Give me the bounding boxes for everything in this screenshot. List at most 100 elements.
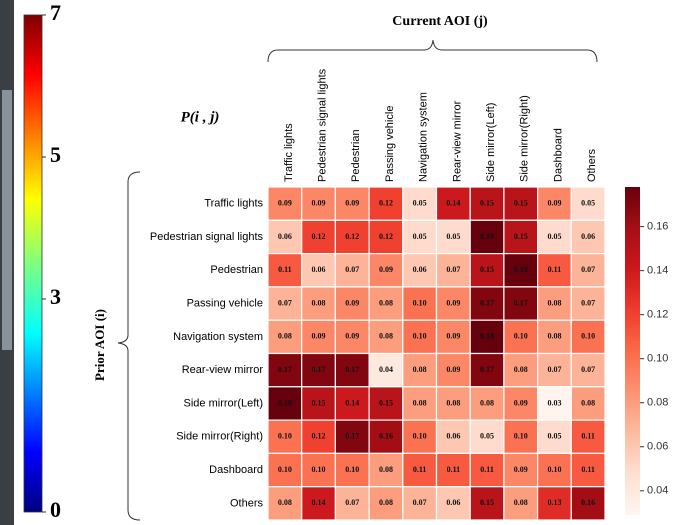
- heatmap-cell: [570, 286, 606, 321]
- heatmap-cell: [536, 452, 572, 488]
- heatmap-cell: [536, 352, 572, 388]
- cell-label: 0.12: [312, 232, 326, 241]
- cell-label: 0.08: [278, 332, 292, 341]
- y-axis-label: Prior AOI (i): [92, 309, 107, 381]
- cell-label: 0.07: [446, 265, 460, 274]
- cell-label: 0.08: [514, 365, 528, 374]
- cell-label: 0.05: [547, 432, 561, 441]
- heatmap-cell: [536, 386, 572, 421]
- cell-label: 0.09: [446, 365, 460, 374]
- cell-label: 0.18: [278, 398, 292, 407]
- cell-label: 0.16: [379, 432, 393, 441]
- heatmap-cell: [368, 352, 404, 388]
- cell-label: 0.11: [480, 465, 494, 474]
- cell-label: 0.05: [446, 232, 460, 241]
- heatmap-cell: [402, 486, 438, 521]
- jet-tick-label: 7: [50, 0, 61, 25]
- heatmap-cell: [570, 319, 606, 355]
- cell-label: 0.05: [581, 198, 595, 207]
- heatmap-cell: [334, 419, 370, 455]
- row-label: Side mirror(Left): [184, 397, 263, 409]
- cell-label: 0.15: [480, 498, 494, 507]
- cell-label: 0.08: [379, 498, 393, 507]
- cell-label: 0.05: [413, 232, 427, 241]
- row-label: Side mirror(Right): [176, 431, 263, 443]
- cell-label: 0.15: [514, 198, 528, 207]
- cell-label: 0.14: [345, 398, 359, 407]
- heatmap-cell: [402, 419, 438, 455]
- heatmap-cell: [368, 219, 404, 255]
- cell-label: 0.15: [514, 232, 528, 241]
- heatmap-cell: [435, 319, 471, 355]
- row-label: Others: [230, 497, 264, 509]
- cell-label: 0.10: [413, 298, 427, 307]
- chart-title: Current AOI (j): [392, 14, 488, 29]
- top-brace: [267, 39, 598, 63]
- cell-label: 0.09: [514, 398, 528, 407]
- cell-label: 0.09: [345, 298, 359, 307]
- heatmap-cell: [267, 319, 303, 355]
- cell-label: 0.05: [480, 432, 494, 441]
- heatmap-cell: [570, 452, 606, 488]
- cell-label: 0.07: [278, 298, 292, 307]
- cell-label: 0.04: [379, 365, 393, 374]
- cell-label: 0.10: [345, 465, 359, 474]
- colorbar-tick-label: 0.06: [647, 441, 668, 453]
- row-label: Passing vehicle: [187, 297, 263, 309]
- cell-label: 0.08: [446, 398, 460, 407]
- cell-label: 0.06: [446, 498, 460, 507]
- heatmap-cell: [301, 319, 337, 355]
- colorbar-tick-label: 0.04: [647, 485, 668, 497]
- cell-label: 0.08: [379, 332, 393, 341]
- cell-label: 0.06: [413, 265, 427, 274]
- cell-label: 0.11: [581, 465, 595, 474]
- heatmap-cell: [570, 419, 606, 455]
- cell-label: 0.12: [379, 198, 393, 207]
- column-label: Passing vehicle: [384, 106, 396, 182]
- cell-label: 0.16: [581, 498, 595, 507]
- cell-label: 0.18: [514, 265, 528, 274]
- cell-label: 0.17: [480, 365, 494, 374]
- cell-label: 0.17: [312, 365, 326, 374]
- cell-label: 0.10: [278, 432, 292, 441]
- cell-label: 0.12: [345, 232, 359, 241]
- cell-label: 0.15: [312, 398, 326, 407]
- cell-label: 0.05: [547, 232, 561, 241]
- cell-label: 0.09: [446, 298, 460, 307]
- heatmap-cell: [301, 386, 337, 421]
- heatmap-cell: [469, 419, 505, 455]
- heatmap-cell: [469, 286, 505, 321]
- cell-label: 0.11: [413, 465, 427, 474]
- cell-label: 0.17: [345, 365, 359, 374]
- colorbar-tick-label: 0.10: [647, 353, 668, 365]
- jet-tick-label: 5: [50, 142, 61, 167]
- heatmap-cell: [402, 352, 438, 388]
- heatmap-cell: [536, 219, 572, 255]
- heatmap-cell: [402, 253, 438, 288]
- heatmap-cell: [334, 219, 370, 255]
- cell-label: 0.11: [447, 465, 461, 474]
- cell-label: 0.09: [547, 198, 561, 207]
- column-label: Pedestrian: [350, 129, 362, 182]
- cell-label: 0.19: [480, 232, 494, 241]
- cell-label: 0.05: [413, 198, 427, 207]
- column-label: Traffic lights: [283, 123, 295, 182]
- heatmap-cell: [334, 386, 370, 421]
- heatmap-cell: [368, 253, 404, 288]
- cell-label: 0.12: [379, 232, 393, 241]
- heatmap-cell: [435, 186, 471, 221]
- cell-label: 0.09: [312, 198, 326, 207]
- cell-label: 0.08: [278, 498, 292, 507]
- left-brace: [117, 171, 141, 521]
- heatmap-cell: [503, 319, 539, 355]
- cell-label: 0.07: [581, 365, 595, 374]
- cell-label: 0.07: [345, 265, 359, 274]
- cell-label: 0.10: [413, 432, 427, 441]
- cell-label: 0.17: [480, 298, 494, 307]
- cell-label: 0.08: [547, 298, 561, 307]
- colorbar-tick-label: 0.08: [647, 397, 668, 409]
- row-label: Navigation system: [173, 331, 263, 343]
- column-label: Others: [586, 148, 598, 182]
- cell-label: 0.18: [480, 332, 494, 341]
